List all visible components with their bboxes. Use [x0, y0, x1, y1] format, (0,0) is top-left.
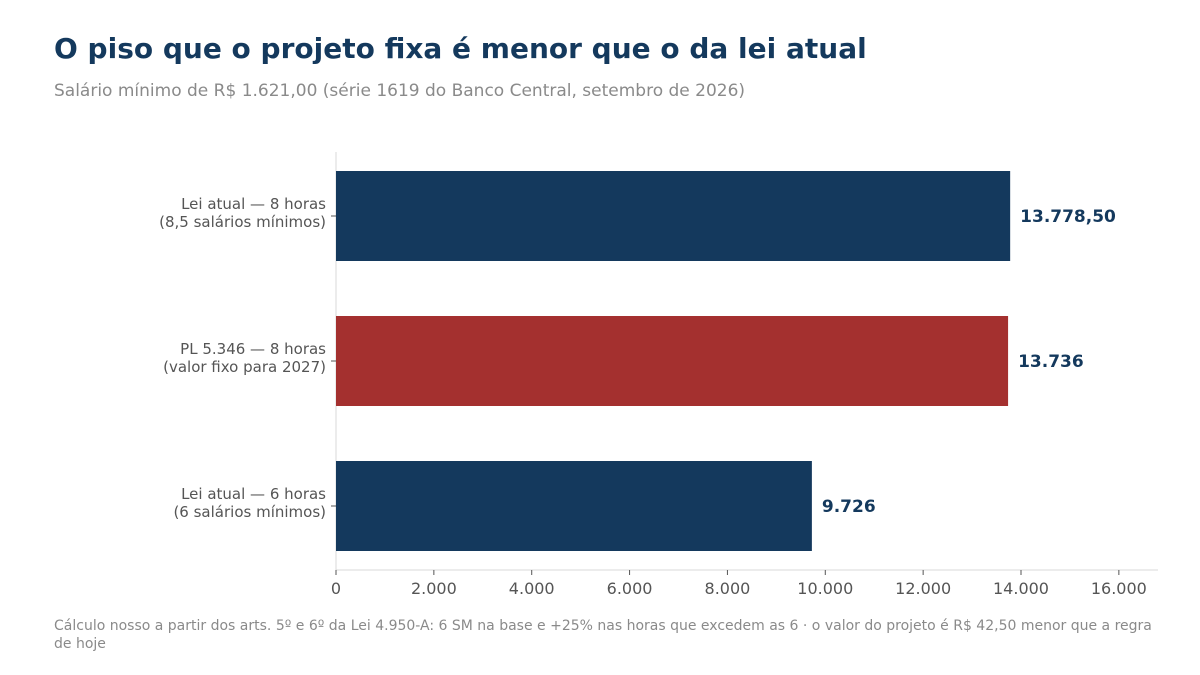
- x-tick-label: 14.000: [993, 579, 1049, 598]
- x-tick-label: 10.000: [797, 579, 853, 598]
- x-tick-label: 0: [331, 579, 341, 598]
- value-label: 9.726: [822, 497, 876, 517]
- x-tick-label: 8.000: [705, 579, 751, 598]
- x-tick-label: 6.000: [607, 579, 653, 598]
- bar: [336, 461, 812, 551]
- footnote: Cálculo nosso a partir dos arts. 5º e 6º…: [54, 618, 1152, 652]
- x-tick-label: 2.000: [411, 579, 457, 598]
- bar: [336, 316, 1009, 406]
- category-label: Lei atual — 8 horas (8,5 salários mínimos…: [159, 195, 326, 231]
- bar: [336, 171, 1011, 261]
- chart-subtitle: Salário mínimo de R$ 1.621,00 (série 161…: [54, 81, 746, 101]
- category-label: PL 5.346 — 8 horas (valor fixo para 2027): [163, 340, 326, 376]
- x-tick-label: 12.000: [895, 579, 951, 598]
- value-label: 13.778,50: [1020, 207, 1116, 227]
- value-label: 13.736: [1018, 352, 1084, 372]
- x-tick-label: 16.000: [1091, 579, 1147, 598]
- x-tick-label: 4.000: [509, 579, 555, 598]
- category-label: Lei atual — 6 horas (6 salários mínimos): [173, 485, 326, 521]
- chart-title: O piso que o projeto fixa é menor que o …: [54, 32, 867, 65]
